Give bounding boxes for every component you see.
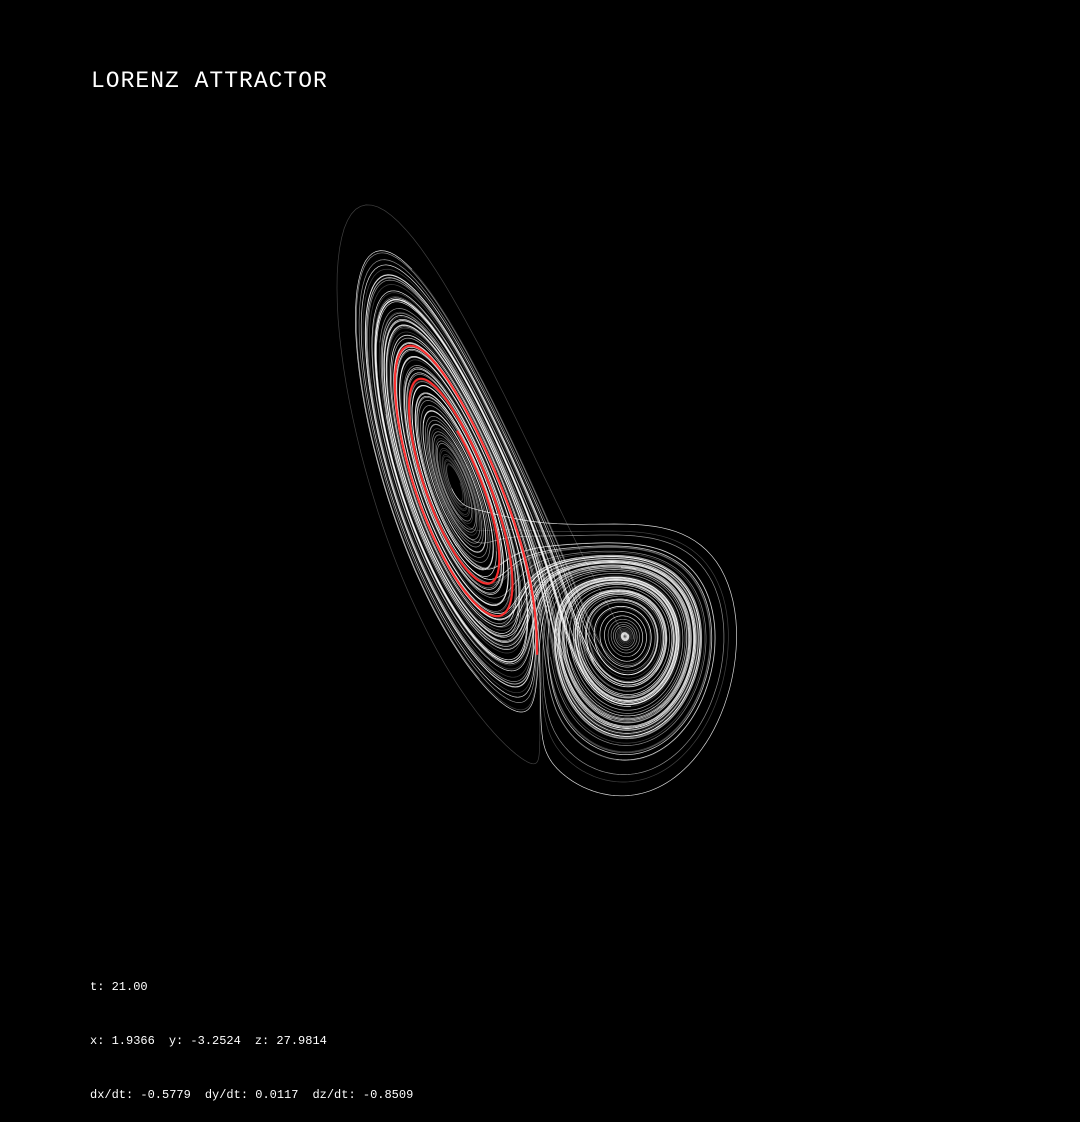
stat: dz/dt: -0.8509	[312, 1088, 414, 1102]
page: Lorenz {"header": {"title": "LORENZ ATTR…	[90, 68, 737, 1102]
trajectory	[376, 301, 631, 707]
stat: t: 21.00	[90, 980, 148, 994]
trajectory	[439, 448, 474, 524]
trajectory	[386, 326, 701, 737]
stat: dy/dt: 0.0117	[204, 1088, 299, 1102]
trajectory	[404, 368, 520, 634]
trajectory	[393, 342, 701, 737]
trajectory	[372, 292, 692, 724]
trajectory	[420, 405, 497, 558]
stat: z: 27.9814	[254, 1034, 327, 1048]
trajectory	[366, 277, 690, 720]
trajectory	[384, 320, 707, 746]
trajectory	[355, 250, 688, 717]
trajectory	[390, 335, 711, 754]
trajectory	[381, 315, 695, 728]
stats-row: dx/dt: -0.5779 dy/dt: 0.0117 dz/dt: -0.850…	[90, 1086, 427, 1104]
trajectory	[390, 334, 716, 761]
stats-panel: t: 21.00 x: 1.9366 y: -3.2524 z: 27.9814 d…	[90, 942, 427, 1122]
title: LORENZ ATTRACTOR	[91, 68, 328, 94]
trajectory	[616, 627, 634, 647]
trajectory	[375, 299, 703, 740]
trajectory	[362, 268, 689, 718]
trajectory	[355, 252, 666, 686]
trajectory	[620, 632, 630, 642]
trajectory	[607, 618, 640, 658]
trajectory	[385, 324, 697, 731]
stat: y: -3.2524	[168, 1034, 241, 1048]
stats-row: t: 21.00	[90, 978, 427, 996]
trajectory	[383, 319, 696, 729]
stat: dx/dt: -0.5779	[90, 1088, 191, 1102]
trajectory	[371, 290, 691, 721]
trajectory	[440, 450, 470, 515]
trajectory	[411, 269, 664, 697]
trajectory	[374, 297, 699, 734]
trajectory	[504, 545, 713, 756]
stat: x: 1.9366	[90, 1034, 155, 1048]
screen: LORENZ ATTRACTOR t: 21.00 x: 1.9366 y: -3…	[90, 68, 737, 1102]
attractor-canvas	[336, 204, 737, 797]
trajectory	[393, 344, 539, 655]
trajectory	[365, 274, 692, 723]
trajectory	[387, 327, 703, 740]
trajectory	[378, 342, 705, 744]
trajectory	[430, 428, 729, 783]
trajectory	[393, 343, 737, 797]
stats-row: x: 1.9366 y: -3.2524 z: 27.9814	[90, 1032, 427, 1050]
